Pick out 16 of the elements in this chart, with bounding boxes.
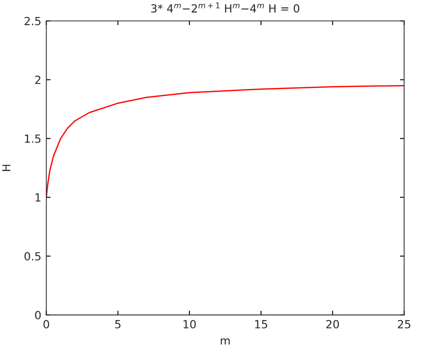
x-tick-label: 10	[184, 320, 196, 328]
x-tick-label: 5	[115, 320, 120, 328]
x-tick-label: 20	[326, 320, 339, 328]
y-axis-title: H	[2, 164, 10, 171]
y-tick-label: 2	[35, 76, 40, 84]
y-tick-label: 0	[35, 310, 41, 320]
line-series	[46, 84, 404, 198]
y-tick-label: 1.5	[25, 134, 40, 143]
y-tick-label: 2.5	[24, 16, 40, 26]
x-tick-label: 0	[44, 320, 50, 328]
x-tick-label: 25	[398, 320, 410, 328]
y-tick-label: 1	[36, 193, 40, 202]
x-axis-title: m	[220, 338, 230, 345]
chart-title: 3* 4$^{m}$−2$^{m+1}$ H$^{m}$−4$^{m}$ H = 0	[151, 2, 300, 13]
x-tick-label: 15	[255, 320, 268, 328]
y-tick-label: 0.5	[24, 252, 40, 261]
